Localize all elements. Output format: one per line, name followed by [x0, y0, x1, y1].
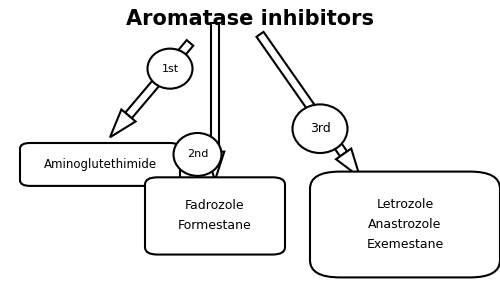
FancyBboxPatch shape	[310, 172, 500, 277]
Ellipse shape	[148, 49, 192, 89]
FancyBboxPatch shape	[145, 177, 285, 255]
Polygon shape	[122, 110, 136, 122]
Polygon shape	[256, 32, 347, 156]
Ellipse shape	[174, 133, 222, 176]
Polygon shape	[110, 110, 136, 137]
Text: Aromatase inhibitors: Aromatase inhibitors	[126, 9, 374, 29]
Text: 1st: 1st	[162, 64, 178, 74]
Text: Fadrozole
Formestane: Fadrozole Formestane	[178, 199, 252, 233]
Polygon shape	[125, 40, 194, 118]
Text: 3rd: 3rd	[310, 122, 330, 135]
Text: Aminoglutethimide: Aminoglutethimide	[44, 158, 156, 171]
Text: 2nd: 2nd	[187, 150, 208, 159]
FancyBboxPatch shape	[20, 143, 180, 186]
Ellipse shape	[292, 104, 348, 153]
Polygon shape	[210, 23, 220, 152]
Polygon shape	[336, 148, 360, 177]
Polygon shape	[206, 152, 225, 180]
Text: Letrozole
Anastrozole
Exemestane: Letrozole Anastrozole Exemestane	[366, 198, 444, 251]
Polygon shape	[336, 148, 351, 159]
